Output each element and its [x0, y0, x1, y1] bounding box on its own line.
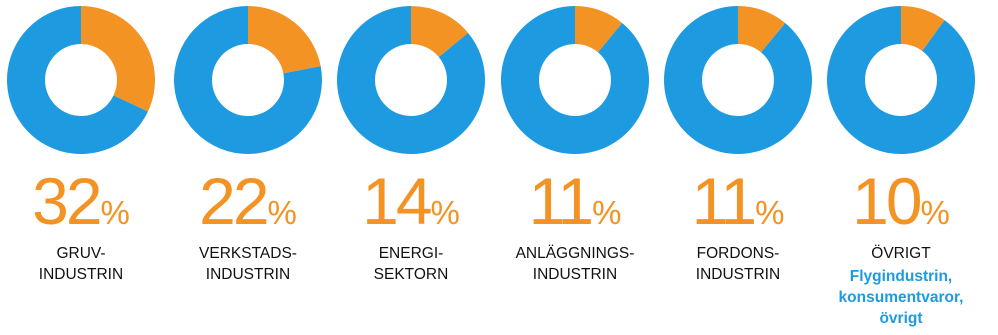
- category-label: ÖVRIGT: [819, 243, 983, 264]
- donut-value-slice: [248, 6, 321, 74]
- donut-item: 10% ÖVRIGT Flygindustrin, konsumentvaror, öv…: [819, 0, 983, 335]
- percentage-number: 14: [362, 164, 432, 238]
- category-label: ANLÄGGNINGS- INDUSTRIN: [493, 243, 657, 285]
- percentage-unit: %: [430, 194, 460, 231]
- category-label-line: GRUV-: [56, 245, 106, 262]
- category-label-line: SEKTORN: [373, 266, 449, 283]
- percentage-number: 11: [691, 164, 757, 238]
- donut-remainder-slice: [827, 6, 975, 155]
- percentage-value: 14%: [329, 168, 493, 234]
- donut-item: 14% ENERGI- SEKTORN: [329, 0, 493, 335]
- donut-item: 22% VERKSTADS- INDUSTRIN: [166, 0, 330, 335]
- percentage-value: 11%: [656, 168, 820, 234]
- donut-chart: [501, 6, 649, 155]
- donut-value-slice: [81, 6, 155, 112]
- category-label-line: INDUSTRIN: [532, 266, 618, 283]
- category-label-line: ENERGI-: [378, 245, 444, 262]
- donut-remainder-slice: [337, 6, 485, 155]
- category-note-line: Flygindustrin,: [849, 268, 953, 285]
- percentage-unit: %: [100, 194, 130, 231]
- donut-chart: [337, 6, 485, 155]
- category-label-line: INDUSTRIN: [695, 266, 781, 283]
- donut-chart: [7, 6, 155, 155]
- percentage-unit: %: [592, 194, 622, 231]
- category-label-line: VERKSTADS-: [199, 245, 297, 262]
- category-label-line: INDUSTRIN: [38, 266, 124, 283]
- category-label: FORDONS- INDUSTRIN: [656, 243, 820, 285]
- category-label: GRUV- INDUSTRIN: [0, 243, 163, 285]
- category-note-line: övrigt: [879, 310, 923, 327]
- percentage-number: 11: [528, 164, 594, 238]
- percentage-value: 32%: [0, 168, 163, 234]
- donut-value-slice: [738, 6, 786, 53]
- donut-chart: [174, 6, 322, 155]
- donut-value-slice: [575, 6, 623, 53]
- percentage-unit: %: [267, 194, 297, 231]
- category-label: ENERGI- SEKTORN: [329, 243, 493, 285]
- donut-item: 32% GRUV- INDUSTRIN: [0, 0, 163, 335]
- percentage-value: 11%: [493, 168, 657, 234]
- donut-remainder-slice: [664, 6, 812, 155]
- donut-remainder-slice: [7, 6, 148, 155]
- donut-value-slice: [411, 6, 469, 58]
- category-label-line: ANLÄGGNINGS-: [515, 245, 635, 262]
- donut-item: 11% ANLÄGGNINGS- INDUSTRIN: [493, 0, 657, 335]
- percentage-unit: %: [920, 194, 950, 231]
- percentage-number: 32: [32, 164, 102, 238]
- category-note-line: konsumentvaror,: [838, 289, 964, 306]
- percentage-number: 10: [852, 164, 922, 238]
- donut-remainder-slice: [174, 6, 322, 155]
- percentage-unit: %: [755, 194, 785, 231]
- percentage-number: 22: [199, 164, 269, 238]
- category-label-line: FORDONS-: [696, 245, 780, 262]
- category-label-line: ÖVRIGT: [871, 245, 931, 262]
- category-label-line: INDUSTRIN: [205, 266, 291, 283]
- donut-item: 11% FORDONS- INDUSTRIN: [656, 0, 820, 335]
- donut-remainder-slice: [501, 6, 649, 155]
- category-label: VERKSTADS- INDUSTRIN: [166, 243, 330, 285]
- donut-chart: [827, 6, 975, 155]
- donut-chart: [664, 6, 812, 155]
- percentage-value: 22%: [166, 168, 330, 234]
- category-note: Flygindustrin, konsumentvaror, övrigt: [819, 266, 983, 329]
- percentage-value: 10%: [819, 168, 983, 234]
- donut-value-slice: [901, 6, 945, 51]
